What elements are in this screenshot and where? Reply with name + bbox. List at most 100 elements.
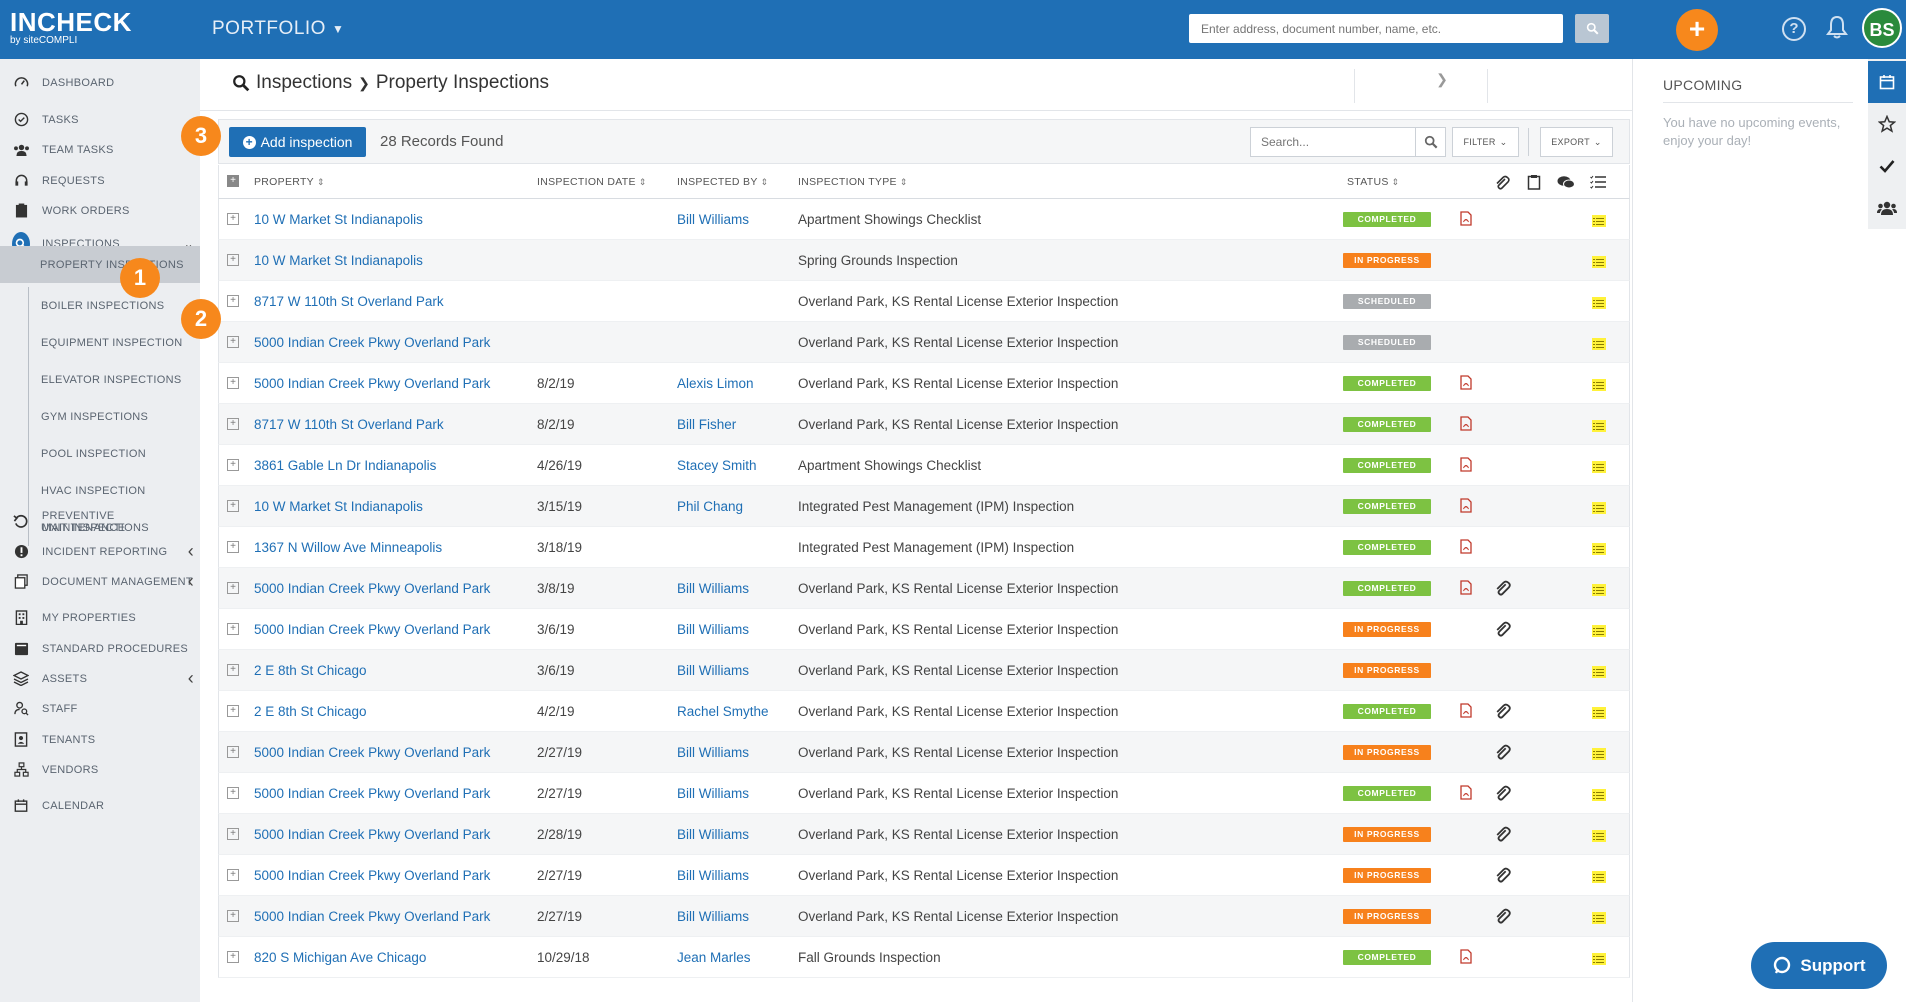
sidebar-item-assets[interactable]: ASSETS ‹	[0, 660, 200, 697]
sidebar-subitem-equipment-inspection[interactable]: EQUIPMENT INSPECTION	[28, 324, 200, 361]
checklist-icon[interactable]	[1592, 748, 1606, 760]
inspector-link[interactable]: Jean Marles	[677, 950, 751, 965]
expand-row-icon[interactable]: +	[227, 664, 239, 676]
paperclip-icon[interactable]	[1494, 621, 1511, 638]
sidebar-subitem-property-inspections[interactable]: PROPERTY INSPECTIONS	[0, 246, 200, 283]
property-link[interactable]: 5000 Indian Creek Pkwy Overland Park	[254, 376, 491, 391]
bell-icon[interactable]	[1826, 15, 1848, 44]
table-row[interactable]: +10 W Market St Indianapolis Spring Groun…	[218, 240, 1630, 281]
table-row[interactable]: +2 E 8th St Chicago 4/2/19 Rachel Smythe Ov…	[218, 691, 1630, 732]
property-link[interactable]: 10 W Market St Indianapolis	[254, 212, 423, 227]
tab-team[interactable]	[1868, 187, 1906, 229]
checklist-icon[interactable]	[1592, 297, 1606, 309]
expand-row-icon[interactable]: +	[227, 459, 239, 471]
expand-row-icon[interactable]: +	[227, 582, 239, 594]
expand-row-icon[interactable]: +	[227, 254, 239, 266]
sidebar-subitem-boiler-inspections[interactable]: BOILER INSPECTIONS	[28, 287, 200, 324]
table-row[interactable]: +5000 Indian Creek Pkwy Overland Park 2/2…	[218, 814, 1630, 855]
table-row[interactable]: +5000 Indian Creek Pkwy Overland Park 2/2…	[218, 732, 1630, 773]
property-link[interactable]: 5000 Indian Creek Pkwy Overland Park	[254, 909, 491, 924]
paperclip-icon[interactable]	[1494, 744, 1511, 761]
checklist-icon[interactable]	[1592, 707, 1606, 719]
inspector-link[interactable]: Bill Williams	[677, 663, 749, 678]
inspector-link[interactable]: Bill Williams	[677, 212, 749, 227]
pdf-icon[interactable]	[1460, 580, 1472, 595]
pdf-icon[interactable]	[1460, 785, 1472, 800]
column-header-date[interactable]: INSPECTION DATE ⇕	[537, 176, 647, 188]
inspector-link[interactable]: Bill Williams	[677, 868, 749, 883]
property-link[interactable]: 5000 Indian Creek Pkwy Overland Park	[254, 868, 491, 883]
expand-row-icon[interactable]: +	[227, 295, 239, 307]
table-row[interactable]: +2 E 8th St Chicago 3/6/19 Bill Williams Ov…	[218, 650, 1630, 691]
sidebar-item-calendar[interactable]: CALENDAR	[0, 787, 200, 824]
inspector-link[interactable]: Rachel Smythe	[677, 704, 769, 719]
pdf-icon[interactable]	[1460, 416, 1472, 431]
sidebar-item-team-tasks[interactable]: TEAM TASKS	[0, 131, 200, 168]
property-link[interactable]: 820 S Michigan Ave Chicago	[254, 950, 427, 965]
table-row[interactable]: +5000 Indian Creek Pkwy Overland Park 2/2…	[218, 896, 1630, 937]
sidebar-subitem-pool-inspection[interactable]: POOL INSPECTION	[28, 435, 200, 472]
checklist-icon[interactable]	[1592, 625, 1606, 637]
inspector-link[interactable]: Bill Fisher	[677, 417, 737, 432]
table-row[interactable]: +1367 N Willow Ave Minneapolis 3/18/19 Int…	[218, 527, 1630, 568]
table-row[interactable]: +5000 Indian Creek Pkwy Overland Park 2/2…	[218, 773, 1630, 814]
expand-row-icon[interactable]: +	[227, 336, 239, 348]
property-link[interactable]: 5000 Indian Creek Pkwy Overland Park	[254, 335, 491, 350]
sidebar-item-preventive-maintenance[interactable]: PREVENTIVE MAINTENANCE	[0, 503, 200, 540]
paperclip-icon[interactable]	[1494, 785, 1511, 802]
quick-add-button[interactable]: +	[1676, 9, 1718, 51]
checklist-icon[interactable]	[1592, 338, 1606, 350]
sidebar-item-document-management[interactable]: DOCUMENT MANAGEMENT ‹	[0, 563, 200, 600]
inspector-link[interactable]: Bill Williams	[677, 827, 749, 842]
global-search-button[interactable]	[1575, 14, 1609, 43]
checklist-icon[interactable]	[1592, 584, 1606, 596]
expand-row-icon[interactable]: +	[227, 869, 239, 881]
support-button[interactable]: Support	[1751, 942, 1887, 989]
sidebar-item-requests[interactable]: REQUESTS	[0, 162, 200, 199]
chevron-left-icon[interactable]: ‹	[187, 571, 194, 591]
expand-row-icon[interactable]: +	[227, 377, 239, 389]
tab-favorites[interactable]	[1868, 103, 1906, 145]
table-row[interactable]: +8717 W 110th St Overland Park 8/2/19 Bill…	[218, 404, 1630, 445]
expand-row-icon[interactable]: +	[227, 705, 239, 717]
breadcrumb-inspections[interactable]: Inspections	[256, 72, 353, 93]
global-search-input[interactable]	[1189, 14, 1563, 43]
checklist-icon[interactable]	[1592, 912, 1606, 924]
help-icon[interactable]: ?	[1782, 17, 1806, 41]
checklist-icon[interactable]	[1592, 871, 1606, 883]
pdf-icon[interactable]	[1460, 457, 1472, 472]
pdf-icon[interactable]	[1460, 498, 1472, 513]
expand-row-icon[interactable]: +	[227, 746, 239, 758]
sidebar-item-my-properties[interactable]: MY PROPERTIES	[0, 599, 200, 636]
expand-row-icon[interactable]: +	[227, 500, 239, 512]
paperclip-icon[interactable]	[1494, 867, 1511, 884]
inspector-link[interactable]: Bill Williams	[677, 745, 749, 760]
property-link[interactable]: 2 E 8th St Chicago	[254, 704, 367, 719]
export-button[interactable]: EXPORT ⌄	[1540, 127, 1613, 157]
inspector-link[interactable]: Stacey Smith	[677, 458, 757, 473]
table-row[interactable]: +3861 Gable Ln Dr Indianapolis 4/26/19 Sta…	[218, 445, 1630, 486]
table-row[interactable]: +10 W Market St Indianapolis Bill William…	[218, 199, 1630, 240]
expand-row-icon[interactable]: +	[227, 623, 239, 635]
table-row[interactable]: +5000 Indian Creek Pkwy Overland Park Ove…	[218, 322, 1630, 363]
user-avatar[interactable]: BS	[1862, 8, 1902, 48]
table-row[interactable]: +5000 Indian Creek Pkwy Overland Park 3/6…	[218, 609, 1630, 650]
checklist-icon[interactable]	[1592, 256, 1606, 268]
pdf-icon[interactable]	[1460, 211, 1472, 226]
table-row[interactable]: +5000 Indian Creek Pkwy Overland Park 8/2…	[218, 363, 1630, 404]
column-header-status[interactable]: STATUS ⇕	[1347, 176, 1400, 188]
property-link[interactable]: 1367 N Willow Ave Minneapolis	[254, 540, 443, 555]
sidebar-subitem-gym-inspections[interactable]: GYM INSPECTIONS	[28, 398, 200, 435]
sidebar-item-dashboard[interactable]: DASHBOARD	[0, 64, 200, 101]
pdf-icon[interactable]	[1460, 539, 1472, 554]
checklist-icon[interactable]	[1592, 666, 1606, 678]
checklist-icon[interactable]	[1592, 461, 1606, 473]
collapse-panel-icon[interactable]: ❯	[1436, 71, 1448, 87]
sidebar-item-tasks[interactable]: TASKS	[0, 101, 200, 138]
sidebar-item-tenants[interactable]: TENANTS	[0, 721, 200, 758]
paperclip-icon[interactable]	[1494, 703, 1511, 720]
column-header-property[interactable]: PROPERTY ⇕	[254, 176, 325, 188]
inspector-link[interactable]: Bill Williams	[677, 786, 749, 801]
checklist-icon[interactable]	[1592, 953, 1606, 965]
expand-row-icon[interactable]: +	[227, 951, 239, 963]
